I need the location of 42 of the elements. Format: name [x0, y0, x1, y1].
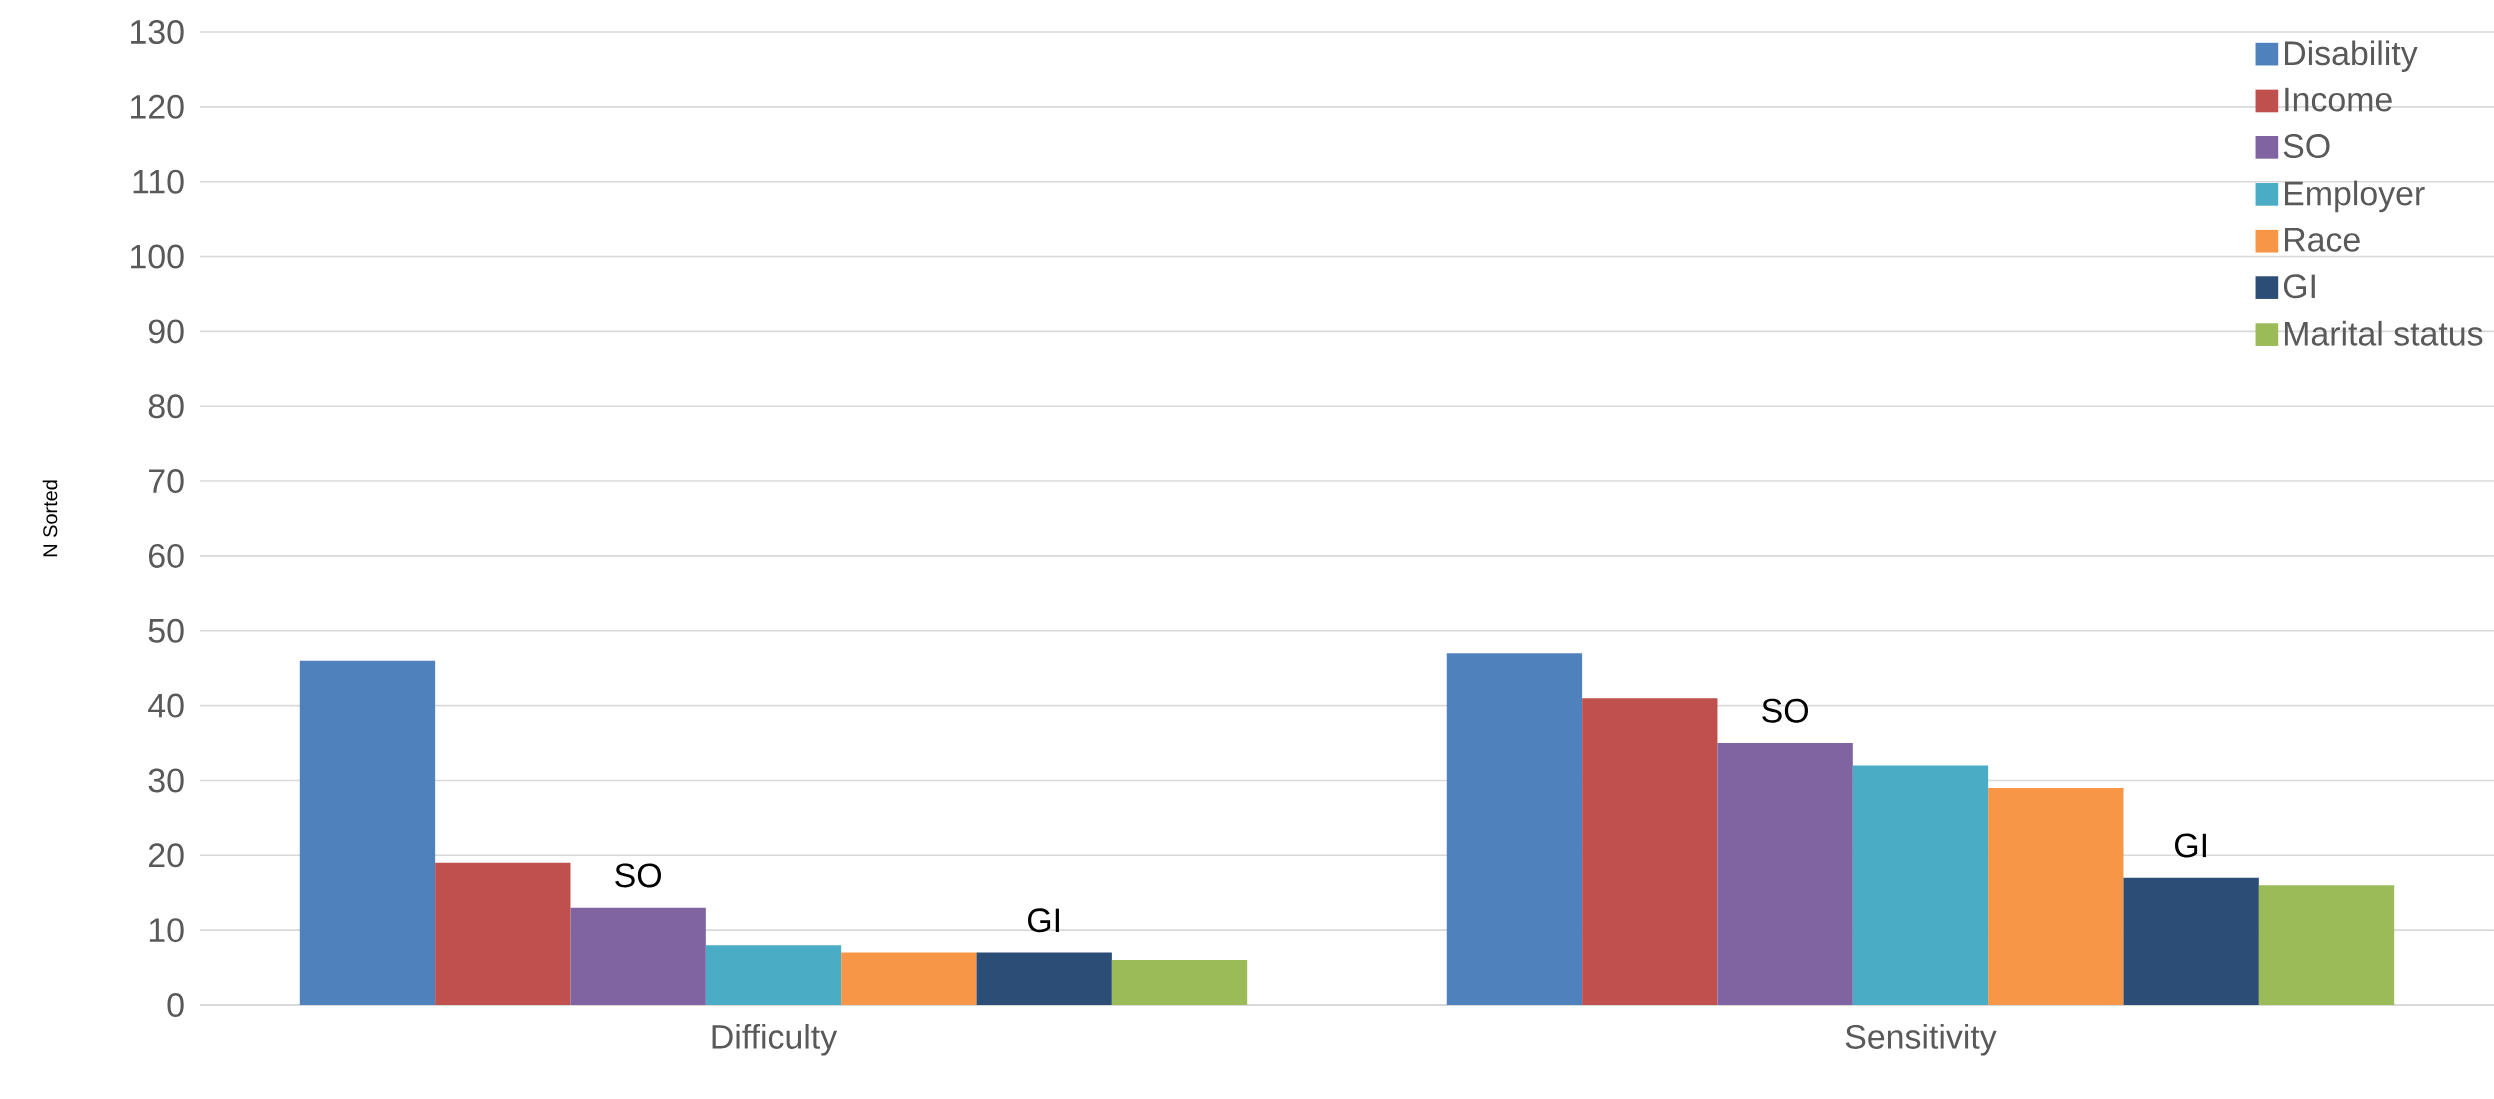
- y-tick-label: 120: [131, 94, 184, 119]
- bar: [1582, 698, 1718, 1005]
- bar: [1111, 960, 1248, 1005]
- bar: [2258, 885, 2395, 1005]
- bar: [1717, 743, 1853, 1005]
- bar: [1852, 765, 1989, 1005]
- annotation: GI: [2175, 833, 2206, 858]
- y-tick-label: 0: [167, 993, 184, 1017]
- legend-label: Disability: [2284, 40, 2418, 72]
- y-tick-label: 110: [133, 169, 184, 194]
- y-tick-label: 130: [131, 19, 184, 44]
- y-tick-label: 60: [149, 543, 184, 568]
- y-tick-label: 90: [148, 319, 184, 344]
- y-tick-label: 30: [148, 768, 184, 793]
- bar: [570, 907, 706, 1005]
- bar: [435, 862, 571, 1005]
- legend-label: SO: [2283, 134, 2330, 159]
- bar: [2123, 877, 2259, 1005]
- y-tick-label: 100: [131, 244, 184, 269]
- legend-label: Race: [2284, 228, 2360, 252]
- bar: [1988, 787, 2124, 1005]
- bar: [705, 945, 842, 1005]
- bar: [976, 952, 1112, 1005]
- annotation: SO: [615, 863, 661, 888]
- x-tick-label: Sensitivity: [1845, 1024, 1997, 1056]
- annotation: GI: [1028, 908, 1059, 933]
- y-tick-label: 20: [149, 843, 184, 868]
- annotation: SO: [1762, 698, 1808, 723]
- y-tick-label: 80: [148, 394, 184, 419]
- legend-label: Income: [2285, 87, 2392, 112]
- bar: [841, 952, 977, 1005]
- bar: [299, 660, 436, 1005]
- legend-label: Marital status: [2284, 320, 2483, 346]
- x-tick-label: Difficulty: [712, 1024, 838, 1056]
- legend-label: Employer: [2284, 180, 2425, 213]
- bar: [1446, 653, 1583, 1005]
- y-tick-label: 40: [148, 693, 184, 718]
- y-axis-title: N Sorted: [42, 480, 58, 557]
- y-tick-label: 10: [149, 918, 184, 943]
- legend-label: GI: [2283, 274, 2315, 299]
- y-tick-label: 70: [149, 469, 184, 494]
- y-tick-label: 50: [148, 618, 184, 643]
